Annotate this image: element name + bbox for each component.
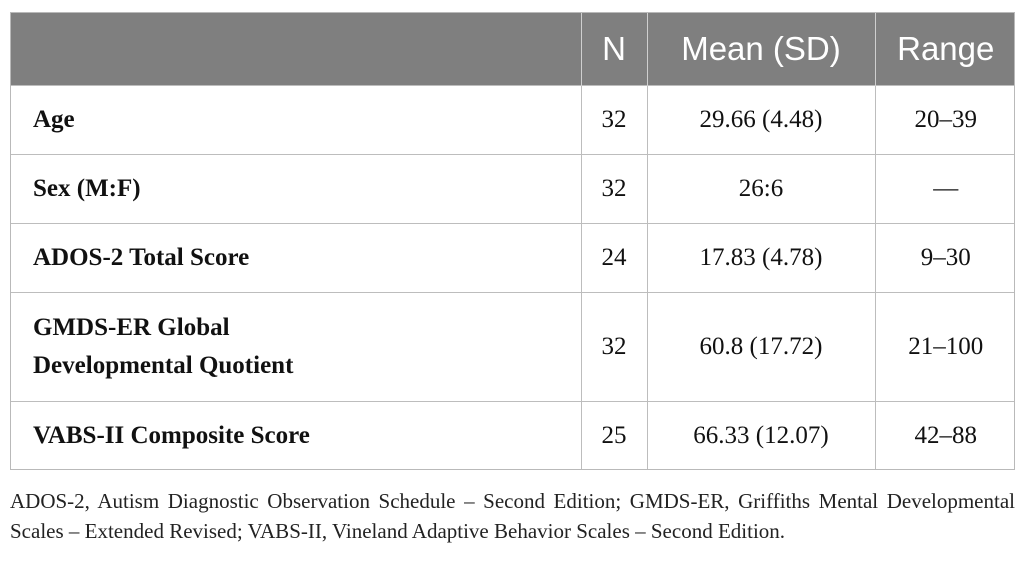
header-mean-sd: Mean (SD) (646, 13, 875, 86)
table-body: Age 32 29.66 (4.48) 20–39 Sex (M:F) 32 2… (11, 85, 1014, 469)
cell-range: 9–30 (874, 223, 1014, 293)
table-row: Age 32 29.66 (4.48) 20–39 (11, 85, 1014, 155)
table-row: GMDS-ER Global Developmental Quotient 32 … (11, 292, 1014, 402)
row-label: Age (11, 85, 581, 155)
cell-range: 20–39 (874, 85, 1014, 155)
cell-n: 32 (580, 154, 647, 224)
cell-mean-sd: 60.8 (17.72) (646, 292, 875, 402)
table-footnote: ADOS-2, Autism Diagnostic Observation Sc… (10, 489, 1015, 543)
header-n: N (580, 13, 647, 86)
table-row: Sex (M:F) 32 26:6 — (11, 154, 1014, 224)
cell-mean-sd: 29.66 (4.48) (646, 85, 875, 155)
header-blank (11, 13, 581, 86)
cell-range: 42–88 (874, 401, 1014, 469)
row-label-line-1: GMDS-ER Global (33, 314, 230, 341)
cell-n: 32 (580, 292, 647, 402)
row-label: ADOS-2 Total Score (11, 223, 581, 293)
descriptive-stats-table: N Mean (SD) Range Age 32 29.66 (4.48) 20… (10, 12, 1015, 470)
cell-n: 25 (580, 401, 647, 469)
cell-range: — (874, 154, 1014, 224)
row-label: Sex (M:F) (11, 154, 581, 224)
cell-range: 21–100 (874, 292, 1014, 402)
header-row: N Mean (SD) Range (11, 13, 1014, 86)
table-row: ADOS-2 Total Score 24 17.83 (4.78) 9–30 (11, 223, 1014, 293)
table-header: N Mean (SD) Range (11, 13, 1014, 86)
header-range: Range (874, 13, 1014, 86)
cell-mean-sd: 66.33 (12.07) (646, 401, 875, 469)
row-label: VABS-II Composite Score (11, 401, 581, 469)
cell-mean-sd: 26:6 (646, 154, 875, 224)
cell-mean-sd: 17.83 (4.78) (646, 223, 875, 293)
cell-n: 24 (580, 223, 647, 293)
row-label-line-2: Developmental Quotient (33, 352, 294, 379)
data-table: N Mean (SD) Range Age 32 29.66 (4.48) 20… (11, 13, 1014, 469)
table-row: VABS-II Composite Score 25 66.33 (12.07)… (11, 401, 1014, 469)
row-label: GMDS-ER Global Developmental Quotient (11, 292, 581, 402)
cell-n: 32 (580, 85, 647, 155)
